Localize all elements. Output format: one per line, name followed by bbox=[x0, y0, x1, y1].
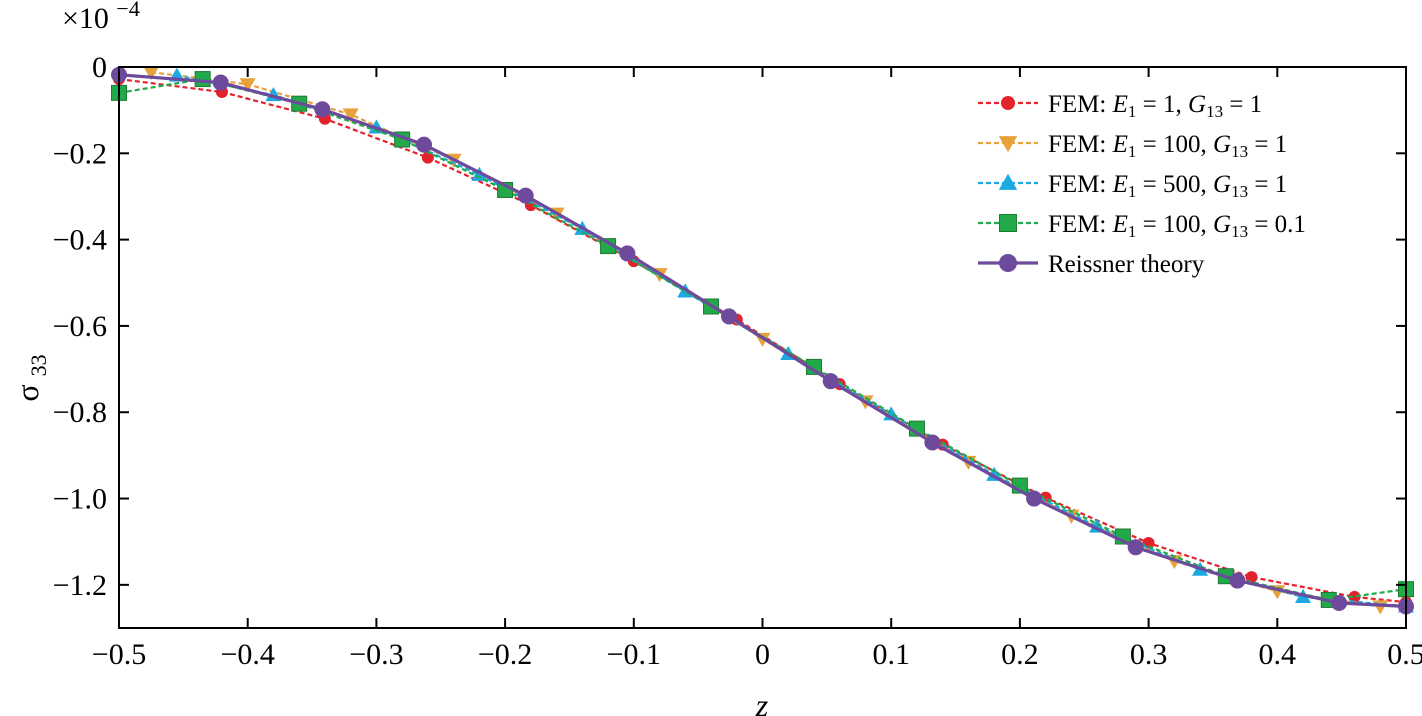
y-multiplier-base: ×10 bbox=[62, 2, 109, 35]
series-point bbox=[1348, 590, 1361, 603]
axes: −0.5 −0.4 −0.3 −0.2 −0.1 0 0.1 0.2 0.3 0.4 0.5 0 −0.… bbox=[53, 51, 1422, 671]
series-point bbox=[619, 245, 636, 262]
legend-item: FEM: E1 = 100, G13 = 0.1 bbox=[978, 211, 1306, 241]
series-point bbox=[416, 136, 433, 153]
y-tick-label: −0.6 bbox=[53, 310, 107, 343]
series-point bbox=[421, 151, 434, 164]
series-point bbox=[342, 108, 359, 123]
legend-label: FEM: E1 = 100, G13 = 1 bbox=[1048, 131, 1287, 161]
x-tick-label: −0.5 bbox=[92, 638, 146, 671]
legend-marker bbox=[999, 214, 1017, 232]
x-tick-label: −0.3 bbox=[349, 638, 403, 671]
legend-label: Reissner theory bbox=[1048, 251, 1205, 278]
series-point bbox=[721, 308, 738, 325]
legend-marker bbox=[998, 136, 1018, 153]
x-tick-label: 0 bbox=[755, 638, 770, 671]
x-tick-label: −0.4 bbox=[220, 638, 274, 671]
legend-marker bbox=[999, 254, 1017, 272]
series-point bbox=[1026, 490, 1043, 507]
legend-item: FEM: E1 = 100, G13 = 1 bbox=[978, 131, 1287, 161]
x-tick-label: 0.5 bbox=[1387, 638, 1422, 671]
y-tick-label: −1.2 bbox=[53, 569, 107, 602]
legend-item: Reissner theory bbox=[978, 251, 1205, 278]
series-point bbox=[212, 74, 229, 91]
legend-marker bbox=[998, 173, 1018, 190]
series-point bbox=[517, 187, 534, 204]
legend-item: FEM: E1 = 1, G13 = 1 bbox=[978, 91, 1262, 121]
y-tick-label: −1.0 bbox=[53, 483, 107, 516]
y-tick-label: 0 bbox=[92, 51, 107, 84]
y-axis-label: σ 33 bbox=[9, 354, 51, 401]
series-point bbox=[1229, 572, 1246, 589]
series-point bbox=[1127, 539, 1144, 556]
x-tick-label: 0.1 bbox=[872, 638, 910, 671]
y-multiplier-exp: −4 bbox=[116, 0, 139, 21]
legend-item: FEM: E1 = 500, G13 = 1 bbox=[978, 171, 1287, 201]
y-tick-label: −0.8 bbox=[53, 396, 107, 429]
series-point bbox=[314, 101, 331, 118]
x-tick-label: 0.3 bbox=[1130, 638, 1168, 671]
x-axis-label: z bbox=[755, 687, 769, 716]
series-point bbox=[1245, 571, 1258, 584]
y-axis-label-sub: 33 bbox=[26, 354, 51, 376]
y-axis-label-main: σ bbox=[9, 384, 45, 401]
legend-label: FEM: E1 = 1, G13 = 1 bbox=[1048, 91, 1262, 121]
legend-label: FEM: E1 = 100, G13 = 0.1 bbox=[1048, 211, 1306, 241]
x-tick-label: −0.1 bbox=[607, 638, 661, 671]
x-tick-label: −0.2 bbox=[478, 638, 532, 671]
y-multiplier: ×10 −4 bbox=[62, 0, 140, 35]
legend: FEM: E1 = 1, G13 = 1 FEM: E1 = 100, G13 =… bbox=[978, 91, 1306, 278]
x-tick-label: 0.4 bbox=[1259, 638, 1297, 671]
series-point bbox=[239, 78, 256, 93]
series-point bbox=[924, 434, 941, 451]
series-point bbox=[143, 66, 160, 81]
legend-marker bbox=[1001, 96, 1015, 110]
x-tick-label: 0.2 bbox=[1001, 638, 1039, 671]
series-point bbox=[194, 71, 211, 88]
legend-label: FEM: E1 = 500, G13 = 1 bbox=[1048, 171, 1287, 201]
y-tick-label: −0.4 bbox=[53, 224, 107, 257]
series-5 bbox=[111, 66, 1414, 615]
y-tick-label: −0.2 bbox=[53, 137, 107, 170]
series-point bbox=[1331, 594, 1348, 611]
series-line bbox=[118, 73, 1407, 609]
series-point bbox=[822, 373, 839, 390]
